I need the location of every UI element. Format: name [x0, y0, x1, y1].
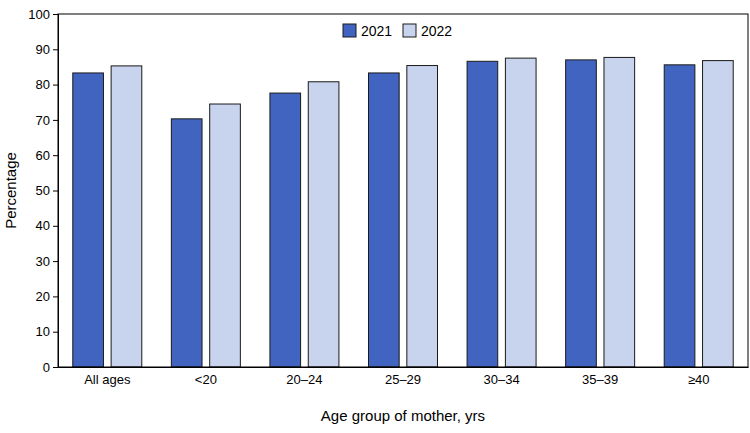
tick: 60 [36, 148, 58, 163]
bar [664, 65, 695, 367]
tick-label: 60 [36, 148, 50, 163]
x-axis-title: Age group of mother, yrs [321, 407, 485, 424]
legend-swatch [403, 24, 416, 37]
tick-label: 20 [36, 289, 50, 304]
tick-label: 30–34 [483, 372, 519, 387]
tick-label: 0 [43, 360, 50, 375]
bar [308, 82, 339, 367]
bars [73, 57, 733, 367]
bar [111, 66, 142, 367]
tick-label: 20–24 [286, 372, 322, 387]
tick: 80 [36, 77, 58, 92]
legend: 2021 2022 [343, 23, 452, 39]
axis-line [53, 15, 59, 368]
tick: 40 [36, 218, 58, 233]
tick-label: All ages [84, 372, 131, 387]
tick-mark [53, 261, 58, 262]
bar [210, 104, 241, 367]
tick-label: 90 [36, 42, 50, 57]
tick-label: 10 [36, 324, 50, 339]
y-axis-title: Percentage [2, 152, 19, 229]
tick: 35–39 [582, 367, 618, 387]
tick-label: 100 [28, 7, 50, 22]
tick: 30–34 [483, 367, 519, 387]
plot: 0 10 20 30 40 50 60 70 80 90 100 All ages <20 20–24 25… [28, 7, 748, 388]
bar [407, 66, 438, 367]
tick-mark [53, 296, 58, 297]
tick-mark [53, 155, 58, 156]
legend-swatch [343, 24, 356, 37]
tick-mark [53, 367, 58, 368]
x-axis: All ages <20 20–24 25–29 30–34 35–39 ≥40 [59, 367, 749, 387]
legend-entry: 2021 [343, 23, 392, 39]
bar [467, 61, 498, 367]
tick: 20–24 [286, 367, 322, 387]
tick: 10 [36, 324, 58, 339]
tick-mark [53, 191, 58, 192]
tick: 30 [36, 254, 58, 269]
tick: All ages [84, 367, 131, 387]
tick-mark [53, 85, 58, 86]
bar [505, 58, 536, 367]
bar [566, 60, 597, 367]
tick: ≥40 [688, 367, 710, 387]
legend-label: 2021 [361, 23, 392, 39]
tick: 70 [36, 113, 58, 128]
axis-line [59, 367, 749, 368]
tick-mark [53, 120, 58, 121]
tick-label: ≥40 [688, 372, 710, 387]
tick-label: 35–39 [582, 372, 618, 387]
tick-mark [53, 14, 58, 15]
tick: 90 [36, 42, 58, 57]
bar [270, 93, 301, 367]
legend-label: 2022 [421, 23, 452, 39]
tick: 20 [36, 289, 58, 304]
chart: 0 10 20 30 40 50 60 70 80 90 100 All ages <20 20–24 25… [0, 0, 750, 433]
tick: 25–29 [385, 367, 421, 387]
tick-mark [53, 226, 58, 227]
tick-label: 80 [36, 77, 50, 92]
tick-label: 40 [36, 218, 50, 233]
y-axis: 0 10 20 30 40 50 60 70 80 90 100 [28, 7, 58, 375]
tick: 50 [36, 183, 58, 198]
tick-label: 70 [36, 113, 50, 128]
bar [369, 73, 400, 367]
legend-entry: 2022 [403, 23, 452, 39]
tick: 100 [28, 7, 58, 22]
tick-mark [53, 332, 58, 333]
bar [604, 57, 635, 367]
tick-mark [53, 49, 58, 50]
tick-label: <20 [195, 372, 217, 387]
bar [171, 119, 202, 367]
tick-label: 50 [36, 183, 50, 198]
tick: 0 [43, 360, 58, 375]
tick: <20 [195, 367, 217, 387]
tick-label: 30 [36, 254, 50, 269]
bar [703, 61, 734, 367]
bar [73, 73, 104, 367]
plot-frame [58, 14, 748, 367]
tick-label: 25–29 [385, 372, 421, 387]
